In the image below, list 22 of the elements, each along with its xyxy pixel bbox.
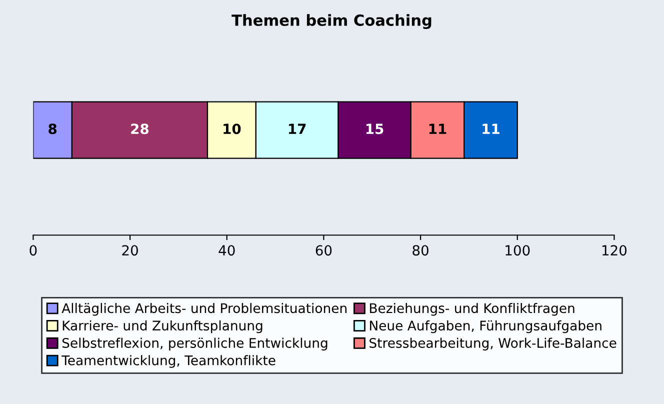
data-label: 11 — [482, 124, 500, 134]
x-tick-label: 80 — [412, 245, 428, 256]
x-tick-label: 0 — [30, 245, 37, 256]
chart-title: Themen beim Coaching — [232, 14, 432, 30]
legend-label: Stressbearbeitung, Work-Life-Balance — [370, 338, 616, 350]
data-label: 11 — [429, 124, 446, 134]
legend-label: Karriere- und Zukunftsplanung — [62, 320, 262, 334]
x-tick-label: 100 — [506, 245, 530, 256]
x-tick-label: 20 — [122, 245, 138, 256]
data-label: 15 — [366, 124, 384, 134]
data-label: 8 — [48, 124, 57, 134]
x-tick-label: 40 — [218, 245, 235, 256]
legend-label: Selbstreflexion, persönliche Entwicklung — [62, 338, 328, 350]
legend-label: Neue Aufgaben, Führungsaufgaben — [370, 320, 602, 334]
legend-label: Alltägliche Arbeits- und Problemsituationen — [62, 302, 346, 316]
data-label: 28 — [131, 124, 149, 134]
x-tick-label: 120 — [602, 245, 627, 256]
data-label: 10 — [224, 124, 241, 134]
legend-label: Beziehungs- und Konfliktfragen — [370, 302, 574, 316]
x-tick-label: 60 — [316, 245, 332, 256]
legend-label: Teamentwicklung, Teamkonflikte — [62, 355, 276, 368]
data-label: 17 — [288, 124, 306, 134]
